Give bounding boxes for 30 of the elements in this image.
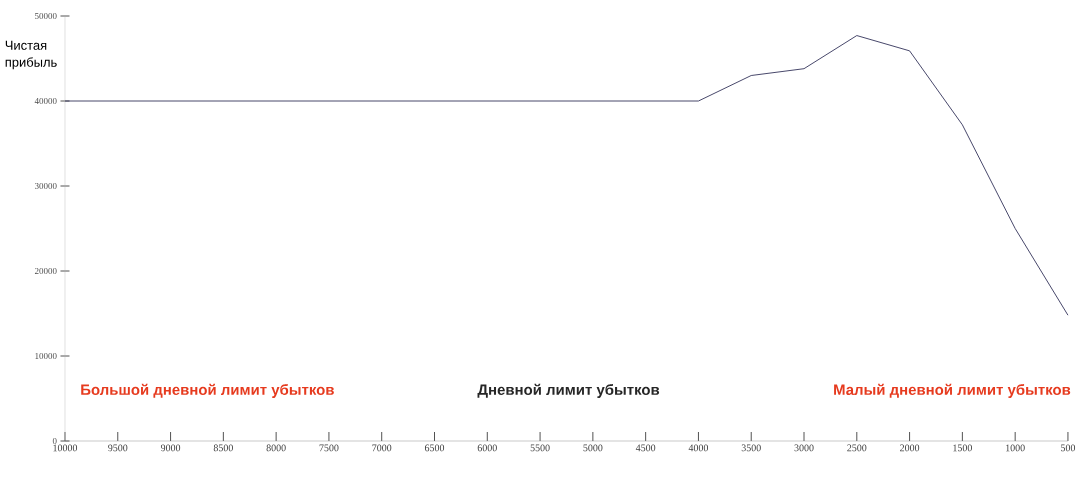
x-tick-label: 5500 [530,444,550,452]
x-tick-label: 6500 [424,444,445,452]
x-tick-label: 2000 [900,444,920,452]
x-tick-label: 9000 [160,444,181,452]
x-tick-label: 8000 [266,444,286,452]
x-tick-label: 8500 [213,444,233,452]
y-tick-label: 10000 [35,352,57,360]
x-tick-label: 10000 [53,444,78,452]
x-tick-label: 3500 [741,444,761,452]
annotation: Большой дневной лимит убытков [81,383,334,398]
x-tick-label: 9500 [108,444,128,452]
annotation: Дневной лимит убытков [477,383,660,398]
x-tick-label: 7500 [319,444,339,452]
y-axis-title: Чистая прибыль [5,40,57,70]
x-tick-label: 7000 [372,444,392,452]
x-tick-label: 500 [1061,444,1076,452]
x-tick-label: 5000 [583,444,603,452]
x-tick-label: 3000 [794,444,814,452]
x-tick-label: 1500 [953,444,972,452]
x-tick-label: 2500 [847,444,867,452]
x-tick-label: 6000 [477,444,497,452]
x-tick-label: 4000 [688,444,709,452]
y-tick-label: 0 [52,437,57,445]
y-tick-label: 30000 [34,182,57,190]
annotation: Малый дневной лимит убытков [834,383,1071,398]
x-tick-label: 1000 [1006,444,1025,452]
x-tick-label: 4500 [635,444,656,452]
y-tick-label: 20000 [34,267,57,275]
y-tick-label: 50000 [35,12,57,20]
y-tick-label: 40000 [34,97,57,105]
